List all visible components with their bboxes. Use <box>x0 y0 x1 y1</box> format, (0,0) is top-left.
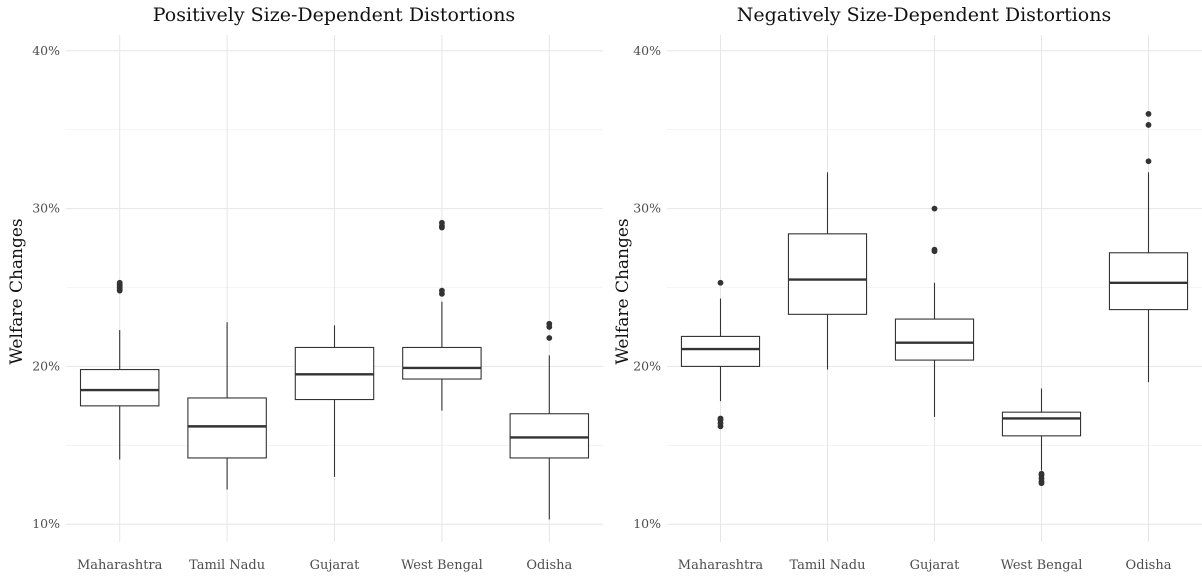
box-gujarat <box>894 205 975 417</box>
outlier-point <box>439 287 445 294</box>
box-maharashtra <box>680 279 761 430</box>
outlier-point <box>546 320 553 327</box>
panel-1: Positively Size-Dependent Distortions Wel… <box>7 4 603 573</box>
box-west-bengal <box>1001 388 1082 487</box>
x-tick-label: Odisha <box>526 558 572 573</box>
iqr-box <box>509 413 590 459</box>
outlier-point <box>1145 158 1152 165</box>
y-tick-label: 20% <box>633 358 661 373</box>
box-tamil-nadu <box>787 172 868 370</box>
x-tick-label: Tamil Nadu <box>789 558 865 573</box>
outlier-point <box>439 219 445 226</box>
panel-2: Negatively Size-Dependent Distortions Wel… <box>613 4 1202 573</box>
y-tick-label: 10% <box>633 516 661 531</box>
y-tick-label: 30% <box>32 201 60 216</box>
y-tick-label: 10% <box>32 516 60 531</box>
outlier-point <box>1038 470 1045 477</box>
outlier-point <box>1145 111 1152 117</box>
x-tick-label: Maharashtra <box>77 558 163 573</box>
iqr-box <box>79 369 160 407</box>
y-tick-label: 20% <box>32 358 60 373</box>
outlier-point <box>931 205 938 212</box>
box-odisha <box>509 320 590 520</box>
outlier-point <box>717 415 724 422</box>
iqr-box <box>1001 411 1082 437</box>
chart-title: Positively Size-Dependent Distortions <box>153 4 515 26</box>
y-tick-label: 40% <box>633 43 661 58</box>
iqr-box <box>680 335 761 367</box>
outlier-point <box>931 246 938 253</box>
iqr-box <box>894 318 975 361</box>
x-tick-label: Gujarat <box>310 558 361 573</box>
y-axis-label: Welfare Changes <box>613 218 633 364</box>
box-maharashtra <box>79 279 160 460</box>
x-tick-label: West Bengal <box>1001 558 1083 573</box>
y-tick-label: 30% <box>633 201 661 216</box>
box-odisha <box>1108 111 1189 383</box>
chart-title: Negatively Size-Dependent Distortions <box>737 4 1111 26</box>
x-tick-label: Tamil Nadu <box>189 558 265 573</box>
iqr-box <box>1108 252 1189 311</box>
box-gujarat <box>294 325 375 477</box>
iqr-box <box>402 346 482 380</box>
box-tamil-nadu <box>187 322 267 490</box>
x-tick-label: Odisha <box>1126 558 1172 573</box>
y-axis-label: Welfare Changes <box>7 218 27 364</box>
outlier-point <box>717 279 724 286</box>
iqr-box <box>787 233 868 315</box>
box-west-bengal <box>402 219 482 411</box>
iqr-box <box>187 397 267 459</box>
y-tick-label: 40% <box>32 43 60 58</box>
outlier-point <box>1145 122 1152 128</box>
x-tick-label: Maharashtra <box>678 558 764 573</box>
x-tick-label: Gujarat <box>910 558 961 573</box>
x-tick-label: West Bengal <box>401 558 483 573</box>
outlier-point <box>546 335 553 341</box>
outlier-point <box>116 279 123 286</box>
